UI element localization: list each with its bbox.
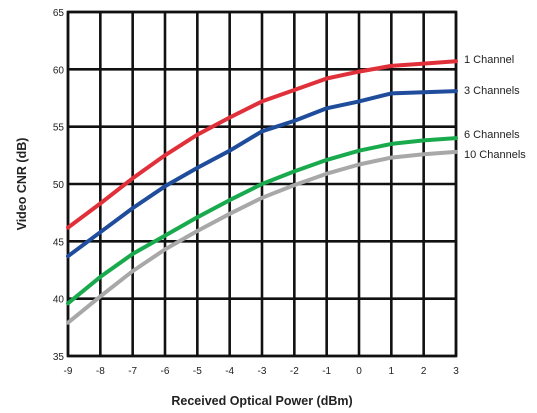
x-tick-label: -6 [161, 366, 170, 377]
x-tick-label: -9 [64, 366, 73, 377]
series-line-1-channel [66, 59, 458, 230]
y-tick-label: 45 [53, 237, 65, 248]
y-tick-label: 65 [53, 8, 65, 19]
tick-labels: -9 -8 -7 -6 -5 -4 -3 -2 -1 0 1 2 3 35 40 45 50 55 60 65 [53, 8, 459, 377]
x-tick-label: -5 [193, 366, 202, 377]
legend-label-10-channels: 10 Channels [464, 149, 526, 161]
x-tick-label: 2 [421, 366, 427, 377]
y-tick-label: 60 [53, 65, 65, 76]
y-axis-title: Video CNR (dB) [15, 138, 29, 231]
legend-label-6-channels: 6 Channels [464, 129, 520, 141]
legend-label-1-channel: 1 Channel [464, 54, 514, 66]
y-tick-label: 35 [53, 352, 65, 363]
x-tick-label: -4 [225, 366, 234, 377]
x-tick-label: -2 [290, 366, 299, 377]
x-tick-label: -8 [96, 366, 105, 377]
series-line-10-channels [66, 149, 458, 325]
x-tick-label: 3 [453, 366, 459, 377]
series-group [66, 59, 458, 325]
y-tick-label: 50 [53, 180, 65, 191]
plot-frame [66, 10, 458, 358]
x-axis-title: Received Optical Power (dBm) [171, 394, 352, 408]
legend: 1 Channel 3 Channels 6 Channels 10 Channels [464, 54, 526, 161]
series-line-3-channels [66, 89, 458, 259]
x-tick-label: 0 [356, 366, 362, 377]
y-tick-label: 40 [53, 295, 65, 306]
x-tick-label: -1 [322, 366, 331, 377]
x-tick-label: -3 [258, 366, 267, 377]
x-tick-label: 1 [389, 366, 395, 377]
x-tick-label: -7 [128, 366, 137, 377]
legend-label-3-channels: 3 Channels [464, 85, 520, 97]
y-tick-label: 55 [53, 123, 65, 134]
